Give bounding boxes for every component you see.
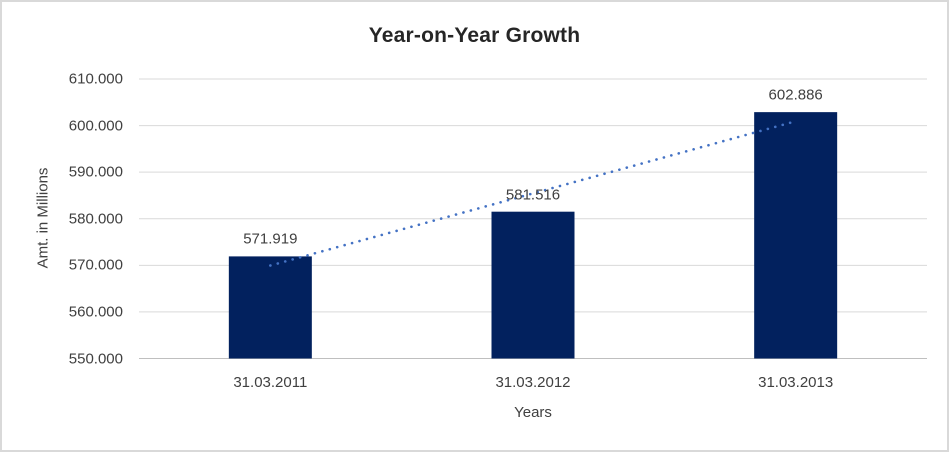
x-category-label-3: 31.03.2013 [758, 374, 834, 391]
x-axis-title: Years [514, 404, 552, 421]
y-tick-label-600.000: 600.000 [68, 117, 123, 135]
y-tick-label-590.000: 590.000 [68, 163, 123, 181]
bar-3 [754, 112, 838, 359]
y-tick-label-580.000: 580.000 [68, 210, 123, 228]
bar-2 [491, 211, 575, 359]
bar-1 [228, 256, 312, 359]
x-category-label-2: 31.03.2012 [495, 374, 571, 391]
y-tick-label-560.000: 560.000 [68, 303, 123, 321]
data-label-2: 581.516 [505, 186, 561, 204]
data-label-1: 571.919 [243, 230, 298, 248]
data-label-3: 602.886 [768, 86, 823, 104]
y-tick-label-550.000: 550.000 [68, 350, 123, 367]
y-tick-label-570.000: 570.000 [68, 256, 123, 274]
chart-title: Year-on-Year Growth [368, 24, 581, 47]
y-tick-label-610.000: 610.000 [68, 70, 123, 88]
trendline [269, 119, 797, 267]
x-category-label-1: 31.03.2011 [233, 374, 308, 391]
